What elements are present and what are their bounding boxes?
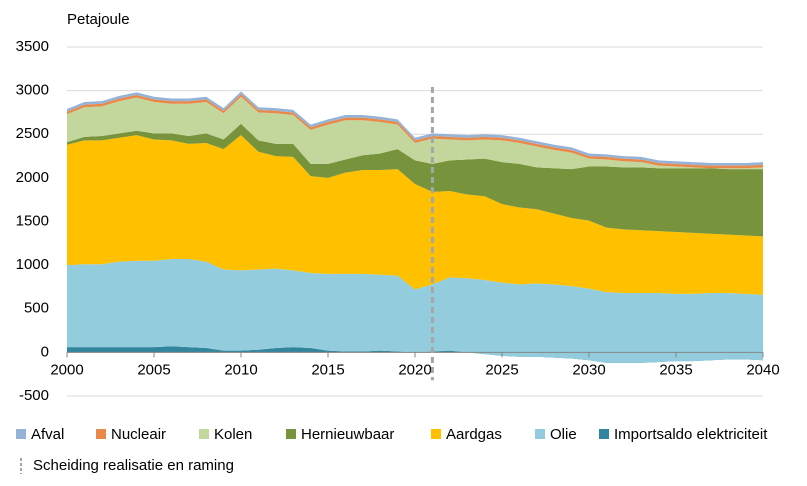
legend-label: Hernieuwbaar xyxy=(301,426,394,443)
legend-label: Olie xyxy=(550,426,577,443)
x-tick-label: 2020 xyxy=(398,361,431,378)
legend-swatch xyxy=(286,429,296,439)
y-tick-label: 1000 xyxy=(16,256,49,273)
legend-swatch xyxy=(431,429,441,439)
y-tick-label: 1500 xyxy=(16,212,49,229)
legend-swatch xyxy=(16,429,26,439)
y-tick-label: -500 xyxy=(19,387,49,404)
area xyxy=(67,123,763,237)
y-tick-label: 2000 xyxy=(16,169,49,186)
area xyxy=(67,135,763,295)
legend-swatch xyxy=(599,429,609,439)
y-tick-label: 2500 xyxy=(16,125,49,142)
legend-label: Nucleair xyxy=(111,426,166,443)
x-tick-label: 2040 xyxy=(746,361,779,378)
legend-label: Scheiding realisatie en raming xyxy=(33,457,234,474)
legend-swatch xyxy=(199,429,209,439)
legend-label: Importsaldo elektriciteit xyxy=(614,426,768,443)
y-tick-label: 3000 xyxy=(16,82,49,99)
x-tick-label: 2030 xyxy=(572,361,605,378)
legend-label: Afval xyxy=(31,426,64,443)
x-tick-label: 2025 xyxy=(485,361,518,378)
y-axis-label: Petajoule xyxy=(67,11,130,28)
x-tick-label: 2005 xyxy=(137,361,170,378)
area xyxy=(67,96,763,170)
x-tick-label: 2035 xyxy=(659,361,692,378)
legend-swatch xyxy=(535,429,545,439)
y-tick-label: 0 xyxy=(41,343,49,360)
legend-label: Kolen xyxy=(214,426,252,443)
legend-swatch xyxy=(96,429,106,439)
x-tick-label: 2000 xyxy=(50,361,83,378)
legend-label: Aardgas xyxy=(446,426,502,443)
y-tick-label: 500 xyxy=(24,300,49,317)
area xyxy=(67,259,763,363)
x-tick-label: 2015 xyxy=(311,361,344,378)
x-tick-label: 2010 xyxy=(224,361,257,378)
y-tick-label: 3500 xyxy=(16,38,49,55)
